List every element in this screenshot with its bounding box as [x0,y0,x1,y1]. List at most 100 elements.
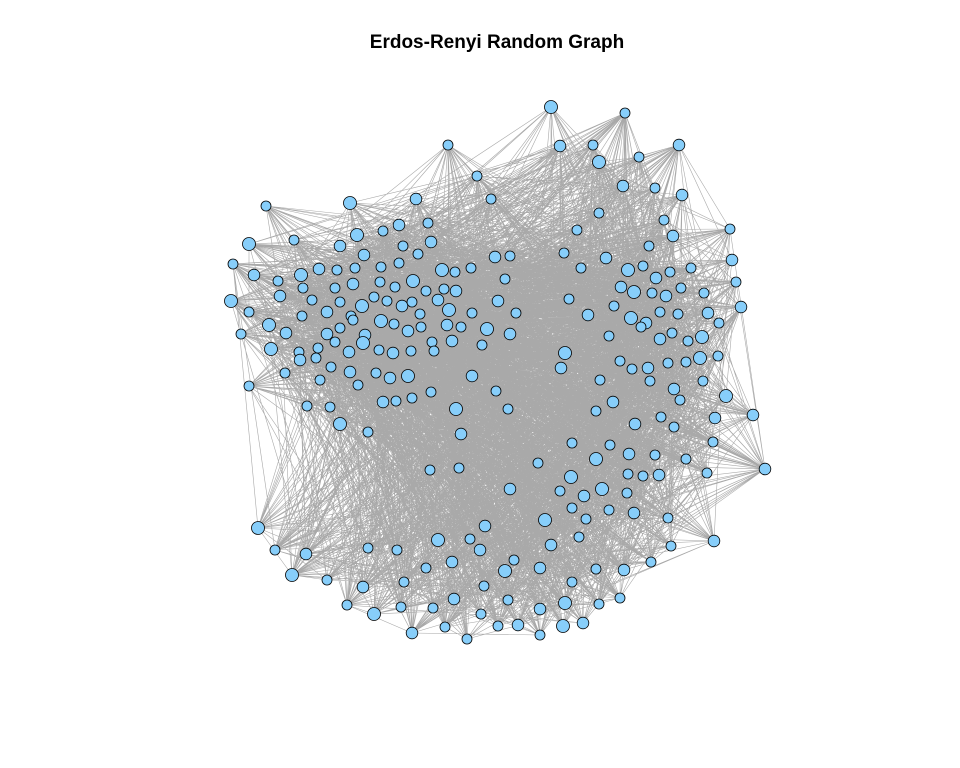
graph-node [645,556,657,568]
graph-node [658,214,670,226]
graph-node [420,285,432,297]
graph-node [675,188,689,202]
graph-node [499,273,511,285]
graph-node [590,563,602,575]
graph-node [388,318,400,330]
graph-node [628,417,642,431]
graph-node [272,275,284,287]
graph-node [426,336,438,348]
graph-node [719,389,733,403]
graph-node [575,262,587,274]
graph-node [672,138,686,152]
graph-node [428,345,440,357]
graph-node [374,276,386,288]
graph-node [425,386,437,398]
graph-node [644,375,656,387]
graph-node [544,538,558,552]
graph-node [730,276,742,288]
graph-node [662,512,674,524]
graph-node [409,192,423,206]
graph-node [734,300,748,314]
graph-node [464,533,476,545]
graph-node [593,598,605,610]
graph-node [260,200,272,212]
graph-node [508,554,520,566]
graph-node [478,519,492,533]
graph-node [438,283,450,295]
graph-node [503,482,517,496]
graph-node [299,547,313,561]
graph-node [329,336,341,348]
graph-node [617,563,631,577]
graph-node [635,321,647,333]
graph-node [392,218,406,232]
graph-node [675,282,687,294]
graph-node [264,342,278,356]
graph-node [279,367,291,379]
graph-node [654,306,666,318]
graph-node [314,374,326,386]
graph-node [680,453,692,465]
graph-node [566,576,578,588]
graph-node [412,248,424,260]
graph-node [391,544,403,556]
graph-node [370,367,382,379]
node-layer [224,100,772,645]
graph-node [492,620,504,632]
graph-node [431,533,445,547]
graph-node [667,382,681,396]
graph-node [649,449,661,461]
graph-node [435,263,449,277]
graph-node [566,437,578,449]
graph-node [488,250,502,264]
graph-node [461,633,473,645]
graph-node [599,251,613,265]
graph-node [449,266,461,278]
graph-node [235,328,247,340]
graph-node [478,580,490,592]
graph-node [243,306,255,318]
graph-node [581,308,595,322]
graph-node [665,540,677,552]
graph-node [672,308,684,320]
graph-node [708,411,722,425]
graph-node [301,400,313,412]
graph-node [312,342,324,354]
graph-node [476,339,488,351]
graph-node [659,289,673,303]
graph-node [398,576,410,588]
graph-node [294,268,308,282]
graph-node [498,564,512,578]
graph-node [558,346,572,360]
graph-node [619,107,631,119]
graph-node [621,487,633,499]
graph-node [604,439,616,451]
graph-node [566,502,578,514]
graph-node [697,375,709,387]
graph-node [621,263,635,277]
graph-node [466,307,478,319]
graph-node [593,207,605,219]
graph-node [614,280,628,294]
graph-node [668,421,680,433]
graph-node [242,237,256,251]
graph-node [414,308,426,320]
graph-node [627,285,641,299]
graph-node [333,239,347,253]
graph-node [442,139,454,151]
graph-node [397,240,409,252]
graph-node [445,555,459,569]
graph-node [608,300,620,312]
graph-node [664,266,676,278]
graph-node [367,607,381,621]
graph-node [269,544,281,556]
graph-node [401,369,415,383]
graph-node [312,262,326,276]
graph-node [406,274,420,288]
graph-node [296,310,308,322]
graph-node [682,335,694,347]
graph-node [227,258,239,270]
graph-node [534,629,546,641]
graph-node [334,322,346,334]
graph-node [342,345,356,359]
